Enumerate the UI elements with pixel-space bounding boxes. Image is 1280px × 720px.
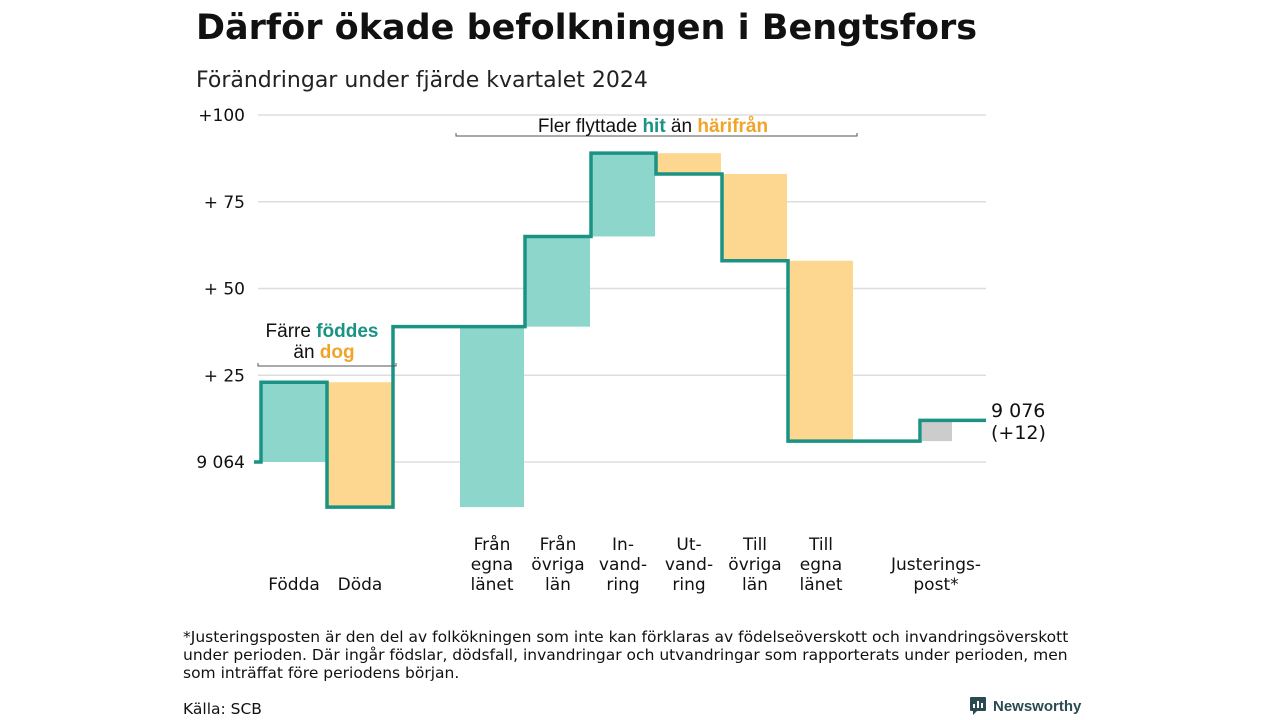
category-label: Ut-vand-ring (649, 532, 729, 595)
category-label-line: In- (612, 535, 634, 555)
waterfall-bar (328, 382, 392, 508)
waterfall-step-line (254, 151, 986, 509)
y-tick-label: 9 064 (196, 453, 245, 473)
category-label-line: övriga (728, 555, 782, 575)
category-label-line: Från (473, 535, 511, 555)
source-label: Källa: SCB (183, 700, 262, 718)
newsworthy-logo-icon (970, 697, 986, 715)
category-label-line: egna (470, 555, 514, 575)
y-tick-label: + 50 (204, 280, 245, 300)
waterfall-bar (657, 153, 721, 174)
category-label-line: Döda (337, 575, 383, 595)
waterfall-bar (460, 326, 524, 508)
category-label-line: ring (606, 575, 640, 595)
category-label-line: Till (808, 535, 834, 555)
waterfall-bar (922, 420, 952, 442)
category-label-line: post* (913, 575, 959, 595)
category-label-line: vand- (598, 555, 648, 575)
annotation-births-line1: Färre föddes (266, 321, 379, 342)
newsworthy-logo: Newsworthy (969, 696, 1081, 716)
annotation-bracket-births (257, 363, 397, 367)
category-label: Till egna länet (781, 532, 861, 595)
category-label: In-vand-ring (583, 532, 663, 595)
y-tick-label: +100 (198, 106, 245, 126)
y-tick-label: + 25 (204, 366, 245, 386)
end-change-label: (+12) (991, 422, 1046, 444)
category-label: Döda (320, 532, 400, 595)
waterfall-chart: 9 064 + 25 + 50 + 75 +100 9 076(+12) Färre föd… (196, 106, 1046, 509)
annotation-bracket-migration (455, 133, 858, 137)
category-label-line: län (545, 575, 571, 595)
waterfall-bar (262, 382, 326, 462)
end-value-label: 9 076 (991, 400, 1045, 422)
y-tick-label: + 75 (204, 193, 245, 213)
waterfall-bar (526, 236, 590, 327)
category-label-line: vand- (664, 555, 714, 575)
category-label-line: Ut- (676, 535, 702, 555)
waterfall-bar (789, 260, 853, 442)
chart-subtitle: Förändringar under fjärde kvartalet 2024 (196, 68, 648, 93)
waterfall-bar (723, 173, 787, 261)
category-label-line: Födda (268, 575, 320, 595)
category-label-line: egna (799, 555, 843, 575)
category-label-line: län (742, 575, 768, 595)
category-label-line: Från (539, 535, 577, 555)
category-label: Födda (254, 532, 334, 595)
annotation-migration: Fler flyttade hit än härifrån (538, 116, 768, 137)
category-label-line: Justerings- (890, 555, 982, 575)
category-label: Från övriga län (518, 532, 598, 595)
logo-text: Newsworthy (993, 697, 1082, 715)
chart-title: Därför ökade befolkningen i Bengtsfors (196, 8, 978, 48)
category-label: Till övriga län (715, 532, 795, 595)
annotation-births-line2: än dog (293, 342, 354, 363)
category-label-line: länet (799, 575, 843, 595)
waterfall-bar (591, 153, 655, 237)
category-label: Från egna länet (452, 532, 532, 595)
footnote: *Justeringsposten är den del av folkökni… (183, 628, 1069, 682)
category-label-line: ring (672, 575, 706, 595)
category-label-line: länet (470, 575, 514, 595)
category-label: Justerings-post* (881, 532, 991, 595)
category-label-line: övriga (531, 555, 585, 575)
category-label-line: Till (742, 535, 768, 555)
